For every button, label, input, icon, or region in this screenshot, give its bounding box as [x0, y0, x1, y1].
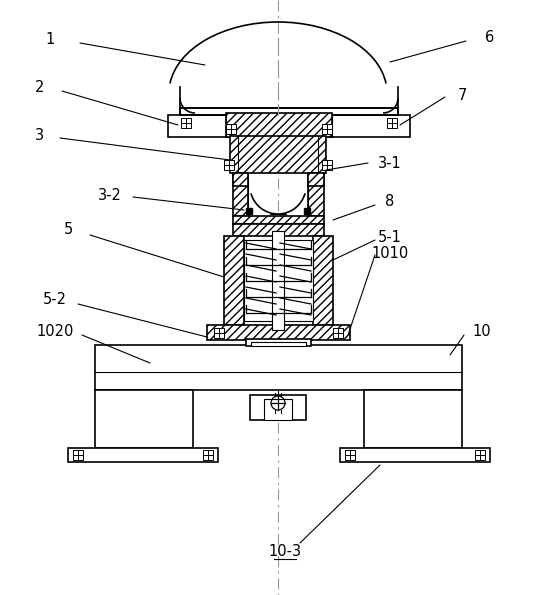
Text: 7: 7 — [457, 87, 467, 102]
Polygon shape — [180, 108, 398, 115]
Text: 10: 10 — [473, 324, 491, 340]
Polygon shape — [475, 450, 485, 460]
Polygon shape — [272, 231, 284, 330]
Polygon shape — [322, 124, 332, 134]
Text: 2: 2 — [36, 80, 45, 96]
Polygon shape — [313, 236, 333, 325]
Polygon shape — [340, 448, 490, 462]
Text: 3: 3 — [36, 127, 44, 142]
Polygon shape — [233, 216, 324, 224]
Text: 10-3: 10-3 — [269, 543, 301, 559]
Polygon shape — [168, 115, 410, 137]
Polygon shape — [264, 399, 292, 420]
Text: 3-2: 3-2 — [98, 187, 122, 202]
Polygon shape — [95, 345, 462, 390]
Polygon shape — [250, 395, 306, 420]
Text: 3-1: 3-1 — [378, 155, 402, 171]
Polygon shape — [233, 173, 248, 186]
Polygon shape — [308, 173, 324, 216]
Polygon shape — [224, 236, 244, 325]
Text: 1010: 1010 — [371, 246, 408, 261]
Text: 5-2: 5-2 — [43, 293, 67, 308]
Polygon shape — [251, 342, 306, 346]
Polygon shape — [73, 450, 83, 460]
Polygon shape — [181, 118, 191, 128]
Polygon shape — [387, 118, 397, 128]
Polygon shape — [68, 448, 218, 462]
Polygon shape — [214, 328, 224, 338]
Polygon shape — [364, 390, 462, 448]
Polygon shape — [233, 224, 324, 236]
Polygon shape — [345, 450, 355, 460]
Text: 5: 5 — [63, 223, 73, 237]
Polygon shape — [233, 173, 248, 216]
Polygon shape — [226, 113, 332, 137]
Text: 1020: 1020 — [36, 324, 74, 340]
Polygon shape — [246, 339, 311, 346]
Text: 6: 6 — [486, 30, 495, 45]
Text: 8: 8 — [385, 195, 395, 209]
Text: 1: 1 — [46, 32, 54, 46]
Polygon shape — [224, 160, 234, 170]
Polygon shape — [308, 173, 324, 186]
Polygon shape — [95, 390, 193, 448]
Polygon shape — [333, 328, 343, 338]
Polygon shape — [207, 325, 350, 340]
Text: 5-1: 5-1 — [378, 230, 402, 245]
Polygon shape — [322, 160, 332, 170]
Polygon shape — [244, 240, 313, 321]
Polygon shape — [226, 124, 236, 134]
Polygon shape — [230, 136, 326, 173]
Polygon shape — [203, 450, 213, 460]
